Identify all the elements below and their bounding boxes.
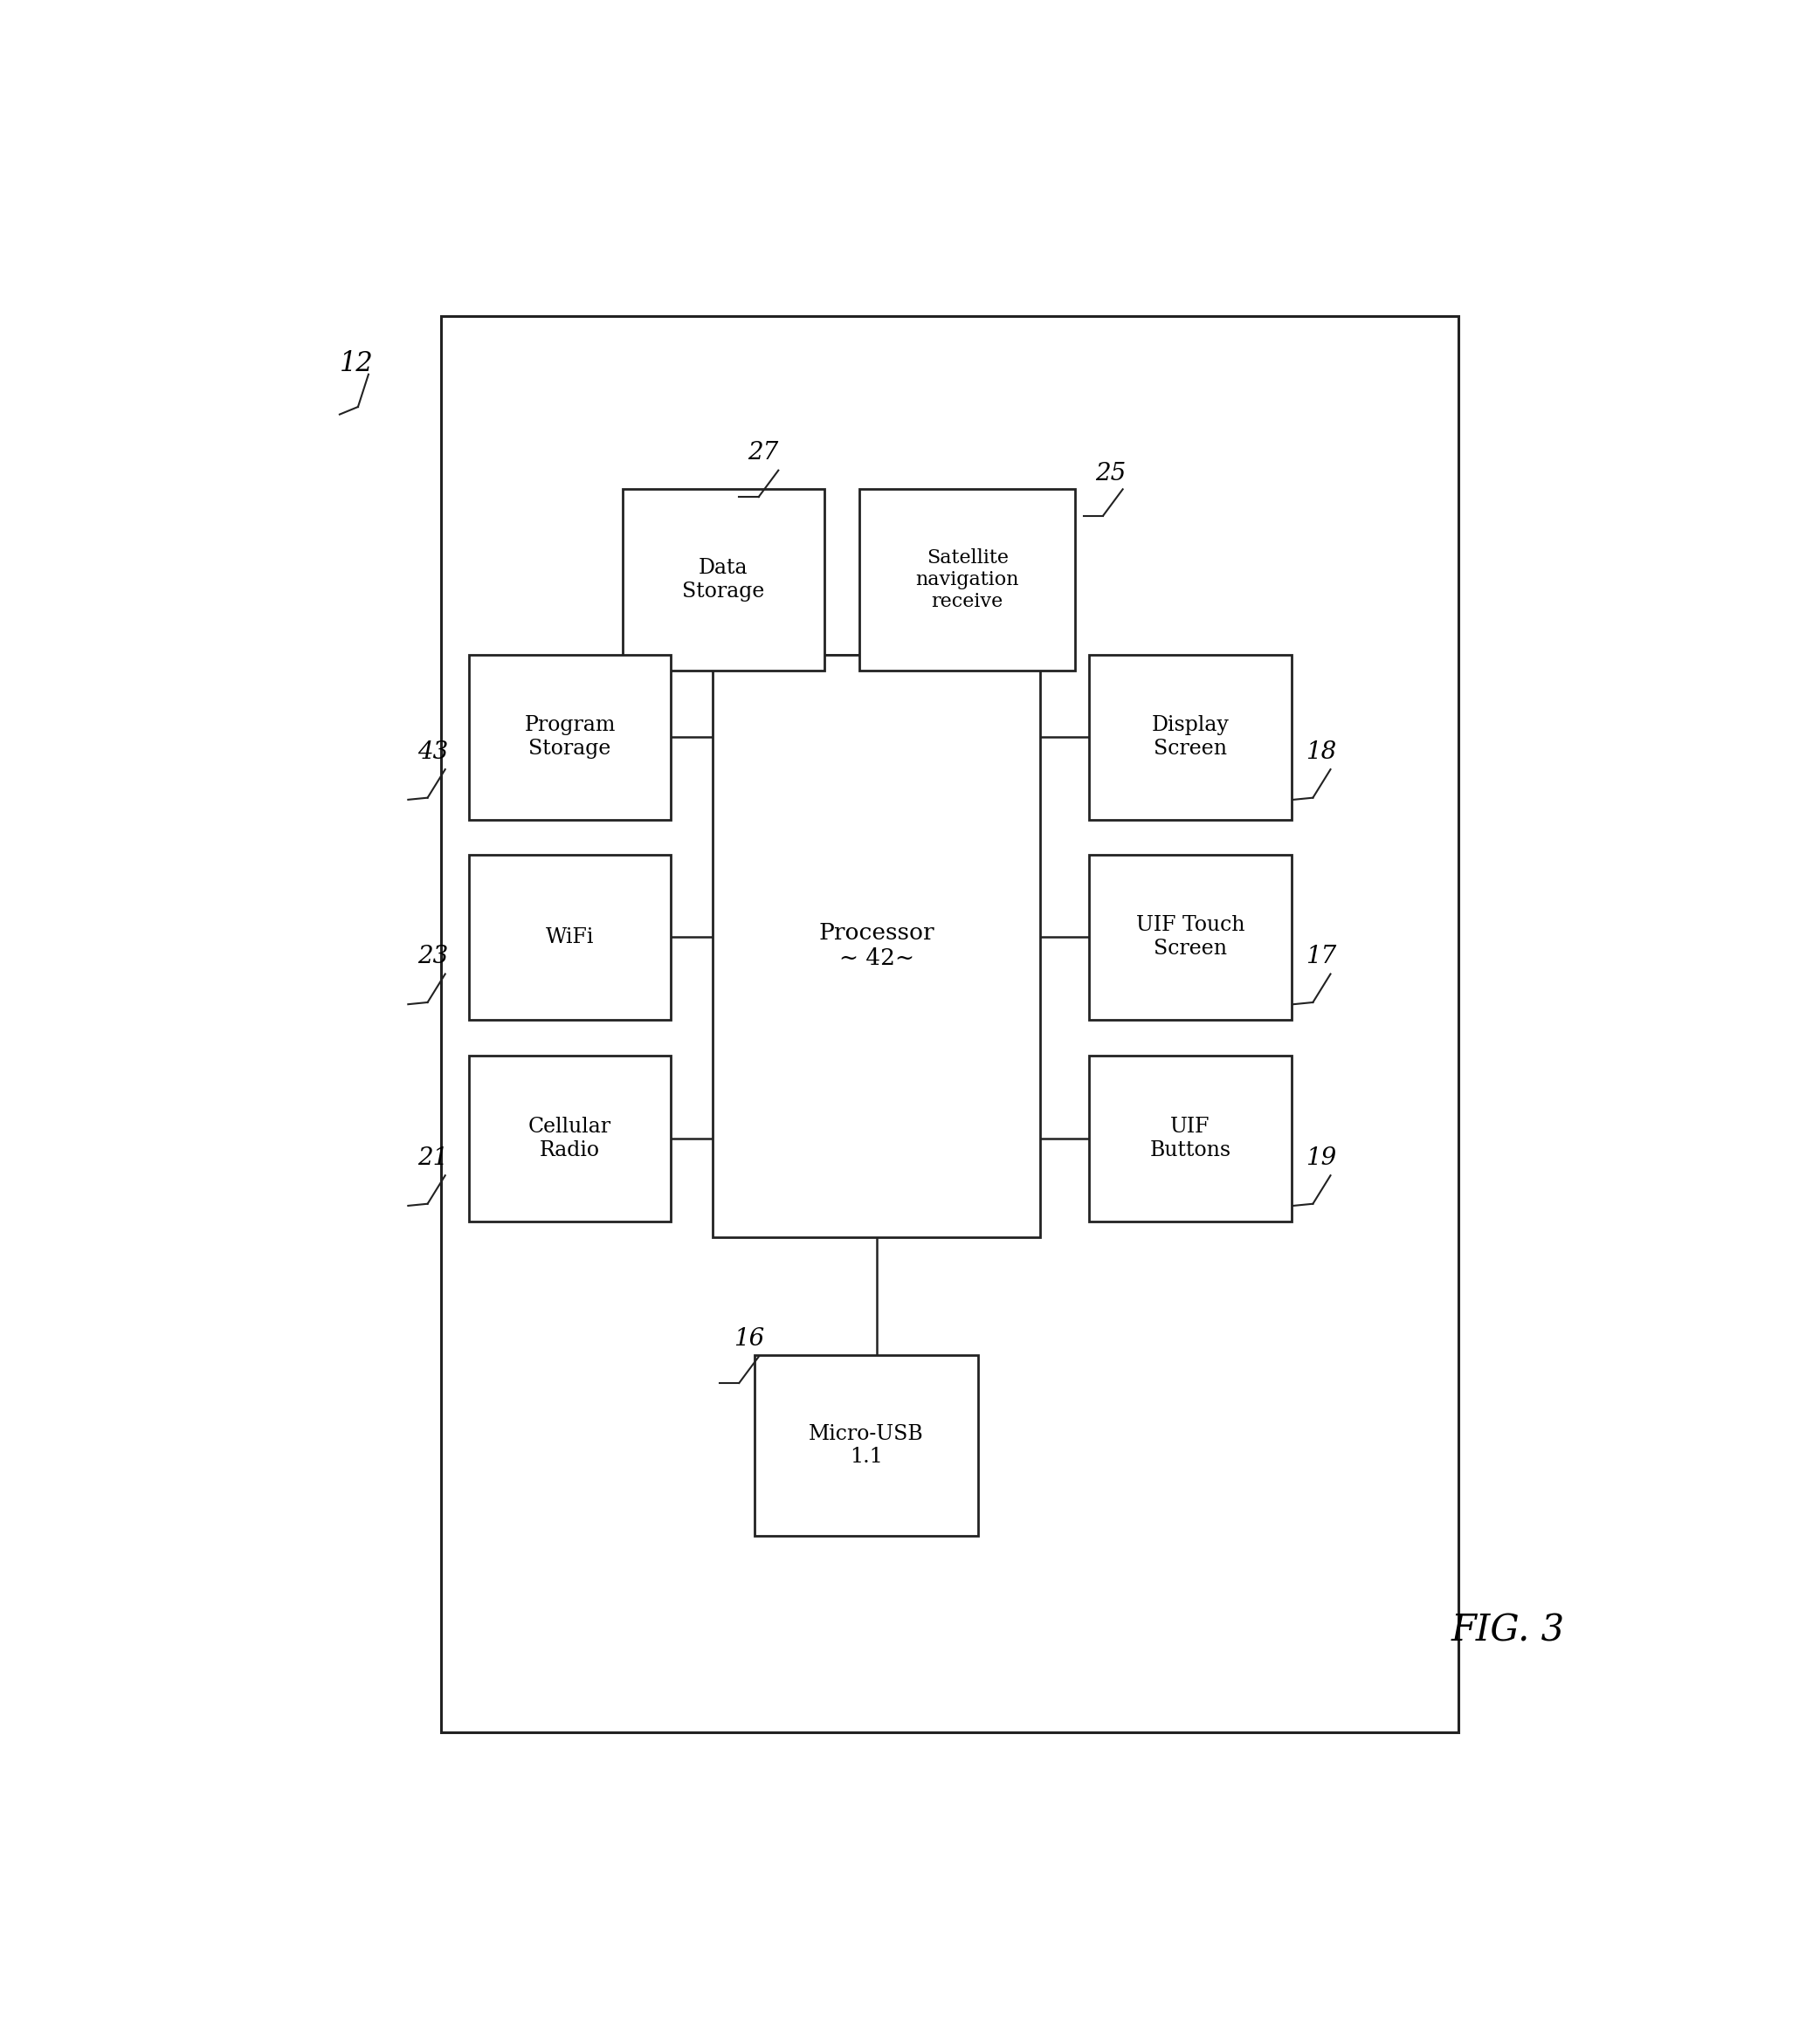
Bar [1088, 854, 1292, 1020]
Text: 21: 21 [417, 1147, 448, 1169]
Text: Data
Storage: Data Storage [682, 558, 765, 601]
Text: UIF
Buttons: UIF Buttons [1150, 1116, 1231, 1161]
Bar [470, 654, 671, 820]
Bar [470, 854, 671, 1020]
Bar [1088, 1057, 1292, 1220]
Text: 19: 19 [1306, 1147, 1337, 1169]
Text: Satellite
navigation
receive: Satellite navigation receive [916, 548, 1018, 611]
Text: 43: 43 [417, 740, 448, 764]
Text: 27: 27 [748, 442, 779, 464]
Text: 18: 18 [1306, 740, 1337, 764]
Bar [1088, 654, 1292, 820]
Text: UIF Touch
Screen: UIF Touch Screen [1135, 916, 1245, 959]
Bar [470, 1057, 671, 1220]
Text: 25: 25 [1096, 462, 1126, 484]
Bar [712, 654, 1040, 1237]
Text: FIG. 3: FIG. 3 [1450, 1613, 1565, 1650]
Bar [756, 1355, 979, 1535]
Text: Cellular
Radio: Cellular Radio [529, 1116, 612, 1161]
Text: Micro-USB
1.1: Micro-USB 1.1 [810, 1425, 923, 1468]
Text: 17: 17 [1306, 944, 1337, 969]
Text: Display
Screen: Display Screen [1151, 715, 1229, 758]
Text: 12: 12 [340, 350, 372, 376]
Bar [860, 489, 1076, 670]
Text: 16: 16 [734, 1327, 765, 1351]
Text: Processor
~ 42~: Processor ~ 42~ [819, 922, 935, 969]
Bar [441, 317, 1459, 1733]
Bar [622, 489, 824, 670]
Text: 23: 23 [417, 944, 448, 969]
Text: WiFi: WiFi [545, 928, 594, 946]
Text: Program
Storage: Program Storage [524, 715, 615, 758]
